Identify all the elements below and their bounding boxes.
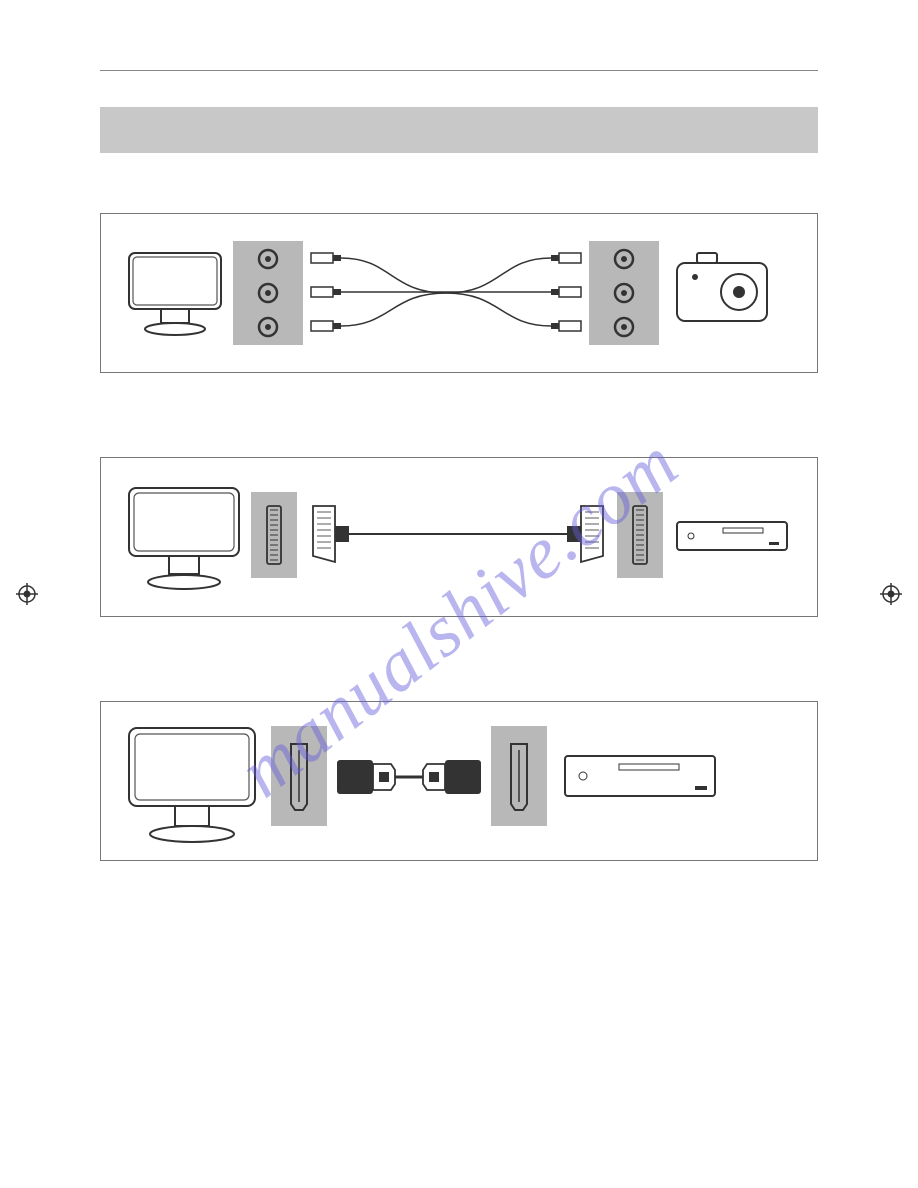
section-heading-bar xyxy=(100,107,818,153)
tv-icon xyxy=(129,253,221,335)
player-hdmi-panel xyxy=(491,726,547,826)
registration-mark-icon xyxy=(16,583,38,605)
hdmi-diagram-svg xyxy=(121,706,801,856)
diagram-scart xyxy=(100,457,818,617)
tv-scart-panel xyxy=(251,492,297,578)
hdmi-plug-right xyxy=(423,760,481,794)
manual-page: manualshive.com xyxy=(0,0,918,1188)
scart-plug-right xyxy=(567,506,603,562)
scart-plug-left xyxy=(313,506,349,562)
rca-cable xyxy=(311,253,581,331)
tv-rca-panel xyxy=(233,241,303,345)
diagram-composite-av xyxy=(100,213,818,373)
composite-diagram-svg xyxy=(121,223,801,363)
camera-rca-panel xyxy=(589,241,659,345)
camera-icon xyxy=(677,253,767,321)
dvd-player-icon xyxy=(677,522,787,550)
tv-icon xyxy=(129,488,239,589)
registration-mark-icon xyxy=(880,583,902,605)
hdmi-plug-left xyxy=(337,760,395,794)
scart-diagram-svg xyxy=(121,462,801,612)
tv-icon xyxy=(129,728,255,842)
diagram-hdmi xyxy=(100,701,818,861)
tv-hdmi-panel xyxy=(271,726,327,826)
top-rule xyxy=(100,70,818,71)
dvd-player-icon xyxy=(565,756,715,796)
player-scart-panel xyxy=(617,492,663,578)
